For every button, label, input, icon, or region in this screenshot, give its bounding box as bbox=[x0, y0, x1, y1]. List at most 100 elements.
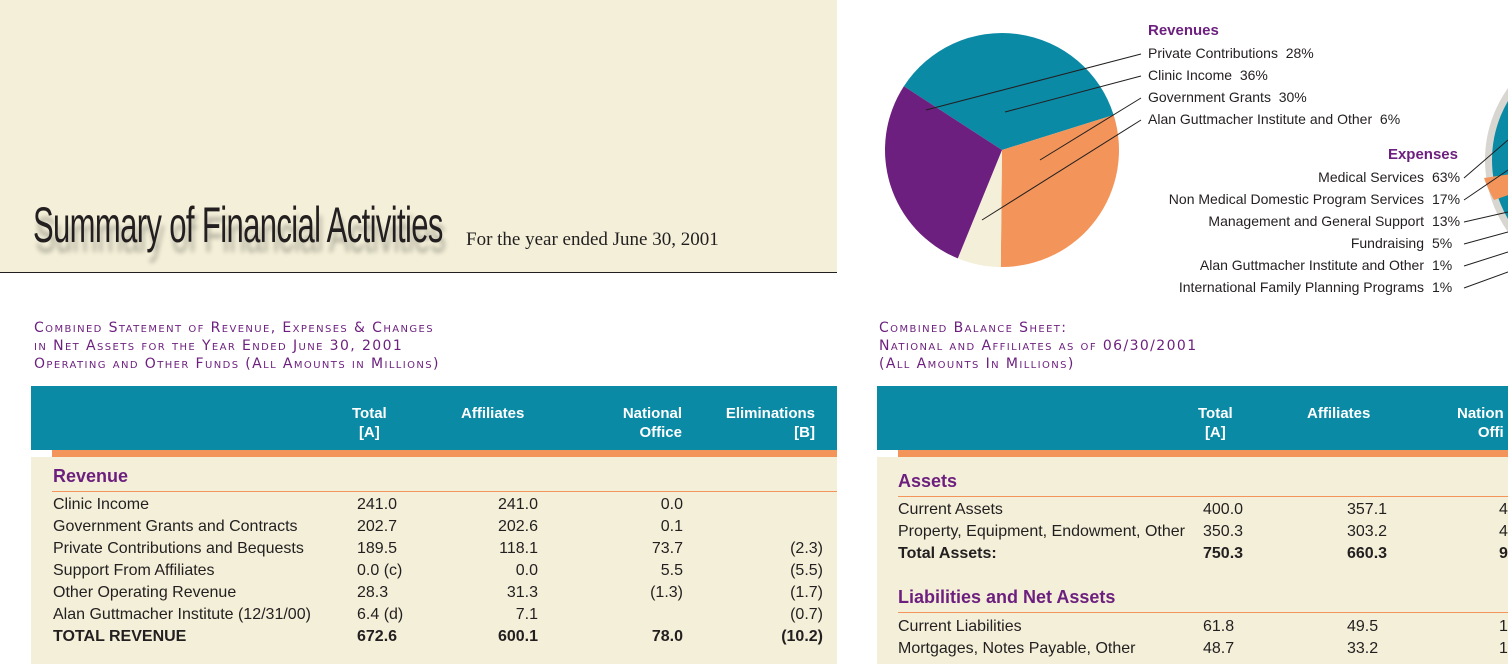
balance-heading-line: Combined Balance Sheet: bbox=[879, 320, 1068, 336]
legend-percent: 1% bbox=[1432, 257, 1453, 273]
legend-percent: 30% bbox=[1278, 89, 1307, 105]
statement-heading-line: Combined Statement of Revenue, Expenses … bbox=[34, 320, 435, 336]
revenue-pie-chart bbox=[885, 33, 1119, 268]
affiliates-cell: 660.3 bbox=[1347, 545, 1388, 562]
revenue-legend-title: Revenues bbox=[1148, 22, 1219, 39]
row-label: Private Contributions and Bequests bbox=[53, 540, 304, 557]
statement-heading-line: in Net Assets for the Year Ended June 30… bbox=[34, 338, 404, 354]
national-office-cell: 1 bbox=[1499, 618, 1508, 635]
table-row: Current Assets 400.0 357.1 4 bbox=[898, 499, 1508, 521]
legend-label: Government Grants bbox=[1148, 89, 1271, 105]
balance-heading-line: National and Affiliates as of 06/30/2001 bbox=[879, 338, 1198, 354]
affiliates-cell: 0.0 bbox=[515, 562, 538, 579]
legend-item: Alan Guttmacher Institute and Other bbox=[1200, 257, 1424, 273]
total-cell: 6.4 (d) bbox=[357, 606, 404, 623]
total-cell: 241.0 bbox=[357, 496, 398, 513]
total-cell: 350.3 bbox=[1203, 523, 1244, 540]
legend-label: Non Medical Domestic Program Services bbox=[1168, 191, 1424, 207]
legend-item: International Family Planning Programs bbox=[1179, 279, 1424, 295]
leader-line bbox=[1463, 251, 1508, 267]
legend-label: Clinic Income bbox=[1148, 67, 1233, 83]
table-row: Mortgages, Notes Payable, Other 48.7 33.2 1 bbox=[898, 638, 1508, 660]
column-header-affiliates: Affiliates bbox=[461, 405, 525, 422]
table-row: Government Grants and Contracts 202.7 202.… bbox=[53, 516, 823, 538]
affiliates-cell: 202.6 bbox=[497, 518, 538, 535]
affiliates-cell: 241.0 bbox=[497, 496, 538, 513]
total-cell: 189.5 bbox=[357, 540, 398, 557]
row-label: Current Liabilities bbox=[898, 618, 1022, 635]
pie-slice bbox=[957, 150, 1002, 267]
table-row: Alan Guttmacher Institute (12/31/00) 6.4 … bbox=[53, 604, 823, 626]
legend-label: Alan Guttmacher Institute and Other bbox=[1199, 257, 1424, 273]
balance-table-header: Total [A] Affiliates Nation Offi bbox=[877, 386, 1508, 450]
legend-percent: 63% bbox=[1432, 169, 1461, 185]
balance-heading-line: (All Amounts In Millions) bbox=[879, 356, 1075, 372]
table-accent-bar bbox=[52, 450, 837, 457]
legend-percent: 6% bbox=[1379, 111, 1401, 127]
column-header-national-office: Nation Offi bbox=[1457, 405, 1504, 441]
legend-label: Private Contributions bbox=[1148, 45, 1278, 61]
statement-heading: Combined Statement of Revenue, Expenses … bbox=[34, 319, 440, 373]
legend-item: Non Medical Domestic Program Services bbox=[1169, 191, 1424, 207]
page-title: Summary of Financial Activities bbox=[33, 197, 443, 253]
legend-label: International Family Planning Programs bbox=[1178, 279, 1424, 295]
leader-line bbox=[925, 53, 1142, 111]
total-cell: 750.3 bbox=[1203, 545, 1244, 562]
expense-pie-chart bbox=[1484, 88, 1508, 232]
leader-line bbox=[1039, 97, 1142, 161]
legend-label: Medical Services bbox=[1318, 169, 1424, 185]
row-label: Alan Guttmacher Institute (12/31/00) bbox=[53, 606, 311, 623]
legend-item: Government Grants 30% bbox=[1148, 89, 1307, 105]
table-row: Property, Equipment, Endowment, Other 350… bbox=[898, 521, 1508, 543]
balance-table-body bbox=[877, 457, 1508, 664]
total-cell: 400.0 bbox=[1203, 501, 1244, 518]
statement-table-header: Total [A] Affiliates National Office Eli… bbox=[31, 386, 837, 450]
balance-heading: Combined Balance Sheet: National and Aff… bbox=[879, 319, 1198, 373]
table-accent-bar bbox=[898, 450, 1508, 457]
affiliates-cell: 303.2 bbox=[1347, 523, 1388, 540]
table-row: Current Liabilities 61.8 49.5 1 bbox=[898, 616, 1508, 638]
legend-item: Clinic Income 36% bbox=[1148, 67, 1268, 83]
national-office-cell: 0.1 bbox=[660, 518, 683, 535]
total-cell: 672.6 bbox=[357, 628, 398, 645]
row-label: Mortgages, Notes Payable, Other bbox=[898, 640, 1136, 657]
table-row: Clinic Income 241.0 241.0 0.0 bbox=[53, 494, 823, 516]
legend-percent: 13% bbox=[1432, 213, 1461, 229]
total-cell: 202.7 bbox=[357, 518, 398, 535]
legend-percent: 17% bbox=[1432, 191, 1461, 207]
legend-gap bbox=[1232, 67, 1240, 83]
affiliates-cell: 33.2 bbox=[1347, 640, 1379, 657]
group-rule bbox=[52, 491, 837, 492]
statement-heading-line: Operating and Other Funds (All Amounts i… bbox=[34, 356, 440, 372]
leader-line bbox=[1004, 75, 1142, 113]
group-rule bbox=[898, 496, 1508, 497]
row-label: Property, Equipment, Endowment, Other bbox=[898, 523, 1185, 540]
table-row: Private Contributions and Bequests 189.5 1… bbox=[53, 538, 823, 560]
column-header-national-office: National Office bbox=[622, 405, 682, 441]
affiliates-cell: 7.1 bbox=[515, 606, 538, 623]
legend-percent: 5% bbox=[1432, 235, 1453, 251]
national-office-cell: 5.5 bbox=[660, 562, 683, 579]
legend-label: Fundraising bbox=[1350, 235, 1424, 251]
legend-gap bbox=[1372, 111, 1380, 127]
leader-line bbox=[1463, 231, 1508, 245]
total-cell: 48.7 bbox=[1203, 640, 1235, 657]
row-label: Current Assets bbox=[898, 501, 1003, 518]
pie-slice bbox=[885, 86, 1002, 259]
total-cell: 28.3 bbox=[357, 584, 389, 601]
row-label: Total Assets: bbox=[898, 545, 997, 562]
legend-gap bbox=[1278, 45, 1286, 61]
leader-line bbox=[1463, 211, 1508, 223]
row-label: Clinic Income bbox=[53, 496, 150, 513]
national-office-cell: 9 bbox=[1499, 545, 1508, 562]
eliminations-cell: (10.2) bbox=[781, 628, 823, 645]
affiliates-cell: 118.1 bbox=[499, 540, 538, 557]
assets-group-title: Assets bbox=[898, 471, 958, 491]
national-office-cell: 1 bbox=[1499, 640, 1508, 657]
national-office-cell: (1.3) bbox=[650, 584, 683, 601]
pie-slice bbox=[903, 33, 1114, 150]
total-cell: 0.0 (c) bbox=[357, 562, 403, 579]
total-cell: 61.8 bbox=[1203, 618, 1235, 635]
leader-line bbox=[981, 119, 1142, 221]
